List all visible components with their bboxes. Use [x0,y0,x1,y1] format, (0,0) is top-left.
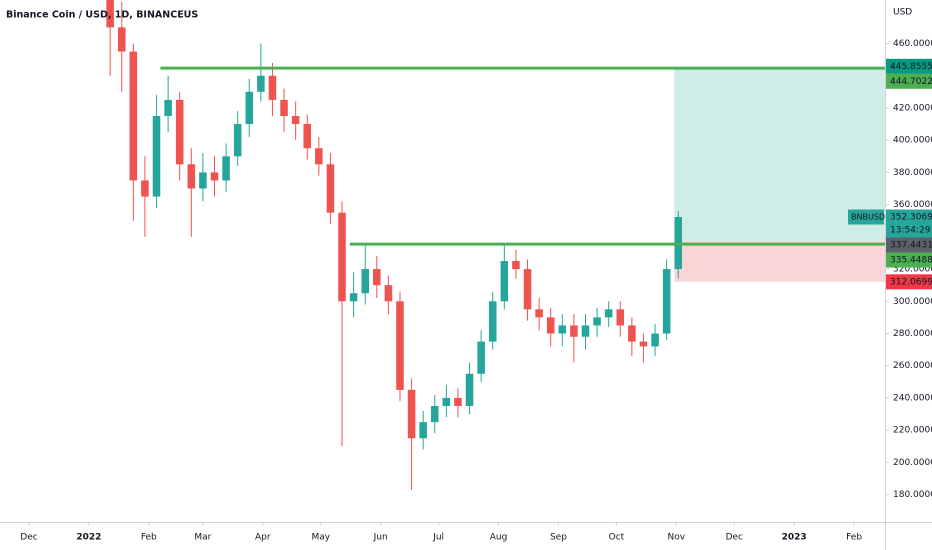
y-tick-label: 380.0000 [893,168,932,178]
y-tick-label: 400.0000 [893,136,932,146]
x-tick-label: 2022 [76,533,101,543]
candle-body [245,91,254,125]
price-label-bg [886,73,932,89]
candle-body [558,325,567,334]
candle-body [164,99,172,116]
price-label-bg [886,252,932,268]
candle-body [268,75,277,100]
candle-body [593,317,601,326]
x-tick-label: Oct [609,533,625,543]
candle-body [523,269,532,310]
axis-unit: USD [893,8,912,18]
x-tick-label: 2023 [782,533,807,543]
candle-body [639,341,648,347]
price-label: 444.7022 [890,77,932,87]
x-tick-label: Jun [373,533,388,543]
candle-body [500,261,509,302]
candle-body [187,164,196,189]
candle-body [604,309,613,318]
candle-body [106,0,114,28]
price-label-bg [886,274,932,290]
candle-body [570,325,578,337]
candle-body [315,148,323,165]
candle-body [152,116,161,197]
candle-body [477,341,485,374]
x-tick-label: May [311,533,330,543]
candle-body [175,99,184,165]
countdown: 13:54:29 [890,226,931,236]
candle-body [535,309,543,318]
candle-body [442,397,451,406]
price-label: 335.4488 [890,256,932,266]
x-tick-label: Mar [194,533,211,543]
candle-body [419,422,427,439]
x-tick-label: Dec [20,533,37,543]
candle-body [117,27,126,52]
candle-body [210,172,219,181]
y-tick-label: 300.0000 [893,297,932,307]
candle-body [233,124,242,157]
price-label-bg [886,237,932,253]
candle-body [349,293,358,302]
candle-body [338,212,346,302]
candle-body [546,317,555,334]
candle-body [199,172,207,189]
x-tick-label: Feb [141,533,157,543]
y-tick-label: 240.0000 [893,393,932,403]
plot-area [106,0,885,490]
y-tick-label: 180.0000 [893,490,932,500]
x-tick-label: Aug [490,533,508,543]
symbol-tag: BNBUSD [851,213,885,222]
loss-zone [674,240,885,282]
symbol-tag-bg [848,209,884,225]
candle-body [465,373,474,406]
x-tick-label: Dec [726,533,743,543]
candle-body [628,325,636,342]
candle-body [384,285,393,302]
candle-body [373,269,381,286]
x-tick-label: Sep [550,533,567,543]
candle-body [581,325,590,337]
price-label: 445.8555 [890,62,932,72]
price-label: 312.0699 [890,277,932,287]
y-tick-label: 260.0000 [893,361,932,371]
candle-body [454,397,462,406]
y-tick-label: 420.0000 [893,103,932,113]
candle-body [326,164,335,213]
y-tick-label: 200.0000 [893,458,932,468]
candle-body [431,406,439,423]
candle-body [280,99,288,116]
candle-body [129,51,138,181]
candle-body [291,116,300,125]
candle-body [488,301,497,342]
candle-body [303,124,312,149]
candle-body [651,333,659,347]
candle-body [616,309,625,326]
candle-body [512,261,520,270]
price-label-bg [886,209,932,238]
y-tick-label: 460.0000 [893,39,932,49]
x-tick-label: Nov [668,533,686,543]
x-tick-label: Apr [255,533,271,543]
y-tick-label: 220.0000 [893,426,932,436]
price-label: 337.4431 [890,241,932,251]
candle-body [141,180,149,197]
x-tick-label: Jul [432,533,444,543]
candle-body [222,156,230,181]
y-tick-label: 320.0000 [893,265,932,275]
chart-title: Binance Coin / USD, 1D, BINANCEUS [6,10,198,21]
candle-body [407,389,416,439]
y-tick-label: 280.0000 [893,329,932,339]
candle-body [662,269,671,334]
candle-body [361,269,369,294]
candle-body [396,301,404,390]
price-label-bg [886,58,932,74]
y-tick-label: 360.0000 [893,200,932,210]
price-label: 352.3069 [890,213,932,223]
x-tick-label: Feb [846,533,862,543]
candle-body [257,75,265,92]
